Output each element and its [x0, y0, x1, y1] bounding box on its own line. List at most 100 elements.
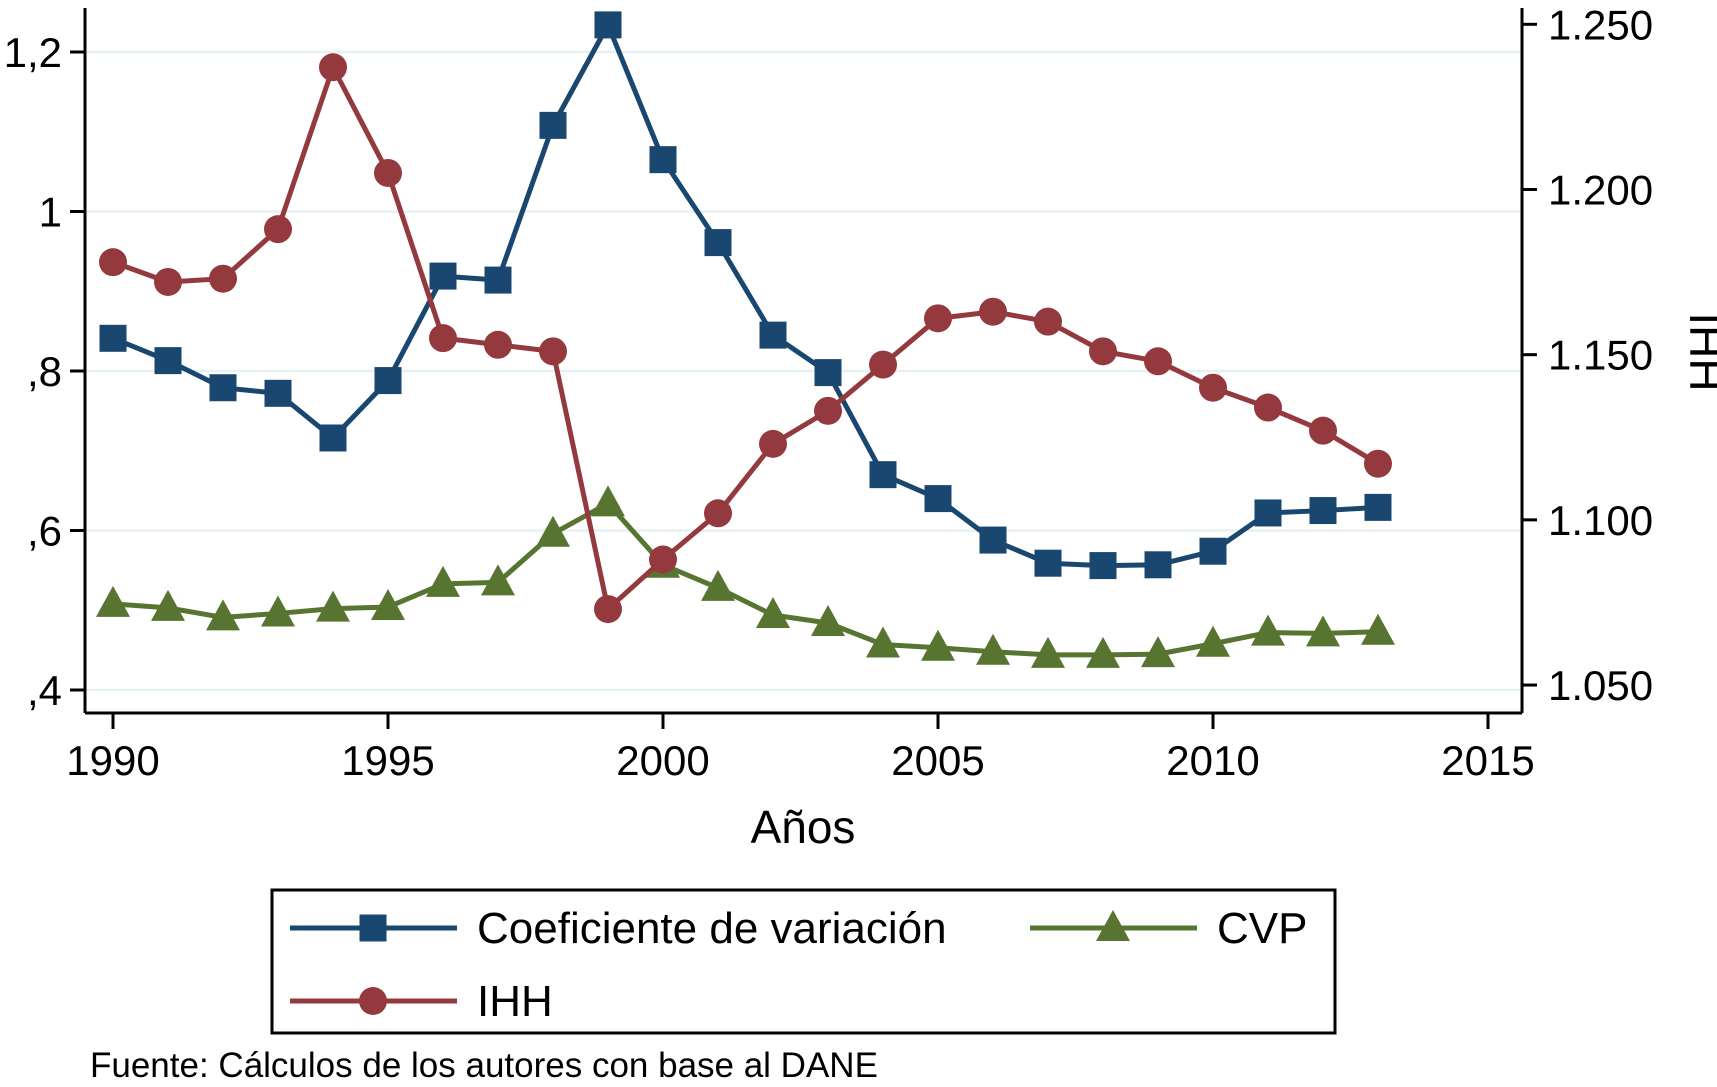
square-marker	[484, 266, 512, 294]
y-right-tick-label: 1.250	[1548, 1, 1653, 48]
x-tick-label: 2000	[616, 737, 709, 784]
square-marker	[1144, 551, 1172, 579]
circle-marker	[264, 215, 292, 244]
square-marker	[979, 526, 1007, 554]
x-axis-title: Años	[751, 801, 856, 853]
circle-marker	[1309, 416, 1337, 445]
circle-marker	[539, 337, 567, 366]
triangle-marker	[756, 597, 790, 629]
triangle-marker	[206, 599, 240, 631]
triangle-marker	[316, 590, 350, 622]
square-marker	[539, 111, 567, 139]
circle-marker	[1089, 337, 1117, 366]
triangle-marker	[481, 564, 515, 596]
series-cv	[99, 11, 1392, 580]
axes: 1,2 1 ,8 ,6 ,4 1.250 1.200 1.150 1.100 1.050 1990 1…	[4, 1, 1654, 784]
series-lines	[96, 11, 1395, 668]
circle-marker	[209, 264, 237, 293]
circle-marker	[759, 429, 787, 458]
square-marker	[99, 324, 127, 352]
circle-marker	[374, 158, 402, 187]
gridlines	[85, 50, 1522, 692]
legend-box	[270, 888, 1337, 1035]
circle-marker	[1034, 307, 1062, 336]
square-marker	[814, 359, 842, 387]
triangle-marker	[1361, 613, 1395, 645]
series-line	[112, 500, 1379, 658]
legend-entry-cv: Coeficiente de variación	[290, 904, 947, 953]
triangle-marker	[976, 633, 1010, 665]
triangle-marker	[701, 569, 735, 601]
circle-marker	[594, 595, 622, 624]
triangle-marker	[151, 589, 185, 621]
circle-marker	[704, 499, 732, 528]
triangle-marker	[96, 585, 130, 617]
triangle-marker	[426, 565, 460, 597]
y-left-tick-label: ,4	[27, 667, 62, 714]
triangle-marker	[261, 595, 295, 627]
right-axis-title: IHH	[1680, 312, 1717, 391]
legend-entry-ihh: IHH	[290, 977, 553, 1026]
series-line	[112, 22, 1379, 569]
series-line	[112, 64, 1380, 612]
triangle-marker	[1251, 614, 1285, 646]
triangle-marker	[536, 515, 570, 547]
triangle-marker	[866, 626, 900, 658]
legend-circle-marker	[359, 987, 387, 1015]
triangle-marker	[811, 605, 845, 637]
triangle-marker	[921, 629, 955, 661]
y-left-tick-label: ,6	[27, 508, 62, 555]
square-marker	[1309, 497, 1337, 525]
square-marker	[1254, 499, 1282, 527]
triangle-marker	[591, 485, 625, 517]
source-note: Fuente: Cálculos de los autores con base…	[90, 1046, 878, 1085]
circle-marker	[99, 248, 127, 277]
series-cvp	[96, 485, 1395, 668]
y-right-tick-label: 1.050	[1548, 662, 1653, 709]
x-tick-label: 2005	[891, 737, 984, 784]
square-marker	[1089, 552, 1117, 580]
square-marker	[154, 347, 182, 375]
legend-label: IHH	[477, 977, 553, 1026]
square-marker	[924, 485, 952, 513]
circle-marker	[154, 267, 182, 296]
y-right-tick-label: 1.100	[1548, 497, 1653, 544]
triangle-marker	[1031, 636, 1065, 668]
triangle-marker	[1086, 636, 1120, 668]
circle-marker	[979, 297, 1007, 326]
square-marker	[1034, 549, 1062, 577]
circle-marker	[869, 350, 897, 379]
y-left-tick-label: 1,2	[4, 29, 62, 76]
circle-marker	[1364, 449, 1392, 478]
square-marker	[704, 229, 732, 257]
circle-marker	[814, 396, 842, 425]
legend-label: CVP	[1217, 904, 1307, 953]
y-right-tick-label: 1.150	[1548, 332, 1653, 379]
circle-marker	[1199, 373, 1227, 402]
square-marker	[264, 379, 292, 407]
square-marker	[869, 461, 897, 489]
series-ihh	[99, 53, 1392, 624]
x-tick-label: 2015	[1441, 737, 1534, 784]
square-marker	[209, 374, 237, 402]
legend: Coeficiente de variación CVP IHH	[270, 888, 1337, 1035]
square-marker	[1364, 493, 1392, 521]
y-left-tick-label: 1	[39, 189, 62, 236]
circle-marker	[319, 53, 347, 82]
y-left-tick-label: ,8	[27, 348, 62, 395]
legend-label: Coeficiente de variación	[477, 904, 947, 953]
circle-marker	[649, 545, 677, 574]
circle-marker	[429, 324, 457, 353]
triangle-marker	[371, 589, 405, 621]
square-marker	[429, 262, 457, 290]
circle-marker	[484, 330, 512, 359]
square-marker	[759, 321, 787, 349]
circle-marker	[1254, 393, 1282, 422]
legend-entry-cvp: CVP	[1030, 904, 1307, 953]
triangle-marker	[1306, 615, 1340, 647]
x-tick-label: 1990	[66, 737, 159, 784]
triangle-marker	[1141, 636, 1175, 668]
square-marker	[319, 424, 347, 452]
